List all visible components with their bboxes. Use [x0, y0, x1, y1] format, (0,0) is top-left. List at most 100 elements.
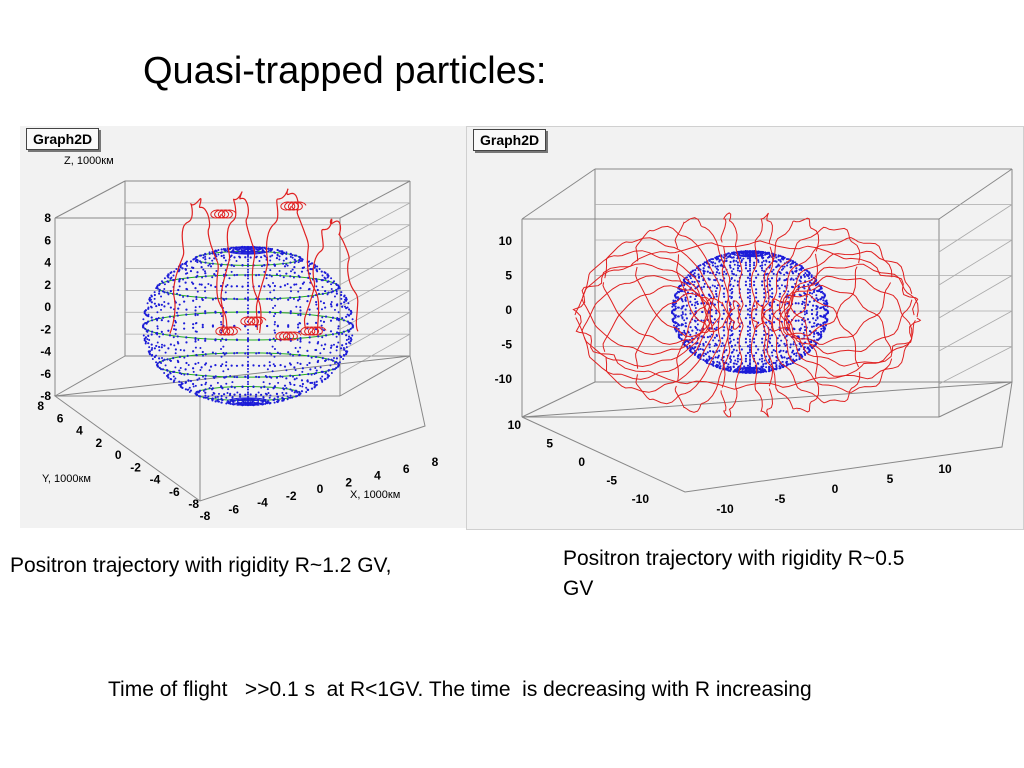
earth-point	[803, 346, 806, 349]
earth-point	[736, 368, 739, 371]
earth-point	[247, 284, 249, 287]
earth-point	[179, 348, 182, 351]
trajectory-loop	[574, 263, 709, 368]
right-earth-sphere	[670, 250, 830, 374]
earth-point	[332, 343, 335, 346]
left-trajectory	[169, 188, 359, 341]
earth-point	[820, 287, 823, 290]
earth-point	[225, 297, 228, 300]
earth-point	[736, 337, 739, 340]
earth-point	[803, 313, 806, 316]
earth-point	[228, 277, 231, 280]
earth-point	[761, 264, 764, 267]
earth-point	[733, 362, 736, 365]
earth-point	[178, 285, 181, 288]
earth-point	[276, 248, 279, 251]
earth-point	[761, 280, 764, 283]
earth-point	[764, 362, 767, 365]
earth-point	[192, 326, 195, 329]
earth-point	[323, 378, 326, 381]
earth-point	[690, 303, 694, 306]
earth-point	[153, 347, 156, 350]
earth-point	[195, 373, 198, 377]
earth-point	[327, 291, 330, 294]
earth-point	[803, 275, 806, 278]
earth-point	[247, 367, 249, 370]
earth-point	[143, 310, 146, 313]
graph2d-label-right[interactable]: Graph2D	[473, 129, 547, 151]
earth-point	[749, 310, 751, 313]
earth-point	[309, 381, 312, 385]
earth-point	[195, 330, 198, 333]
earth-point	[696, 302, 699, 306]
earth-point	[755, 313, 758, 316]
earth-point	[164, 351, 167, 354]
earth-point	[204, 286, 207, 289]
earth-point	[823, 315, 826, 318]
earth-point	[717, 364, 720, 367]
earth-point	[744, 360, 747, 363]
earth-point	[150, 343, 153, 346]
earth-point	[198, 283, 201, 286]
earth-point	[735, 363, 738, 366]
earth-point	[196, 261, 199, 264]
earth-point	[204, 388, 207, 391]
earth-point	[761, 269, 764, 272]
earth-point	[675, 296, 678, 299]
earth-point	[705, 358, 708, 361]
earth-point	[276, 400, 279, 403]
earth-point	[785, 362, 788, 365]
earth-point	[703, 270, 706, 273]
earth-point	[273, 329, 276, 332]
earth-point	[761, 341, 764, 344]
earth-point	[286, 283, 289, 286]
earth-point	[676, 306, 680, 309]
earth-point	[794, 302, 797, 305]
earth-point	[263, 285, 266, 288]
earth-point	[293, 265, 296, 269]
earth-point	[821, 290, 824, 293]
earth-point	[195, 354, 198, 357]
earth-point	[743, 365, 746, 368]
earth-point	[776, 337, 779, 340]
earth-point	[188, 390, 191, 393]
earth-point	[194, 256, 197, 259]
earth-point	[301, 385, 304, 388]
earth-point	[180, 386, 183, 389]
earth-point	[247, 274, 249, 277]
earth-point	[298, 390, 301, 394]
earth-point	[247, 291, 249, 294]
earth-point	[186, 276, 189, 279]
earth-point	[757, 348, 760, 351]
earth-point	[170, 378, 173, 381]
earth-point	[185, 264, 188, 267]
earth-point	[235, 273, 239, 277]
earth-point	[209, 365, 213, 368]
earth-point	[299, 260, 302, 263]
earth-point	[183, 322, 186, 325]
earth-point	[826, 318, 829, 321]
earth-point	[262, 381, 265, 384]
earth-point	[808, 329, 812, 333]
earth-point	[289, 388, 292, 391]
earth-point	[225, 361, 228, 364]
earth-point	[680, 298, 684, 301]
earth-point	[160, 295, 163, 298]
trajectory-loop	[778, 284, 893, 393]
earth-point	[227, 388, 230, 391]
earth-point	[770, 270, 774, 273]
earth-point	[712, 321, 715, 324]
earth-point	[710, 315, 713, 318]
earth-point	[235, 375, 239, 379]
earth-point	[802, 284, 806, 287]
earth-point	[732, 256, 735, 259]
earth-point	[241, 385, 244, 388]
earth-point	[764, 263, 767, 266]
earth-point	[701, 348, 704, 351]
graph2d-label-left[interactable]: Graph2D	[26, 128, 100, 150]
earth-point	[169, 306, 172, 309]
earth-point	[177, 307, 180, 310]
earth-point	[736, 266, 740, 270]
earth-point	[219, 364, 223, 368]
